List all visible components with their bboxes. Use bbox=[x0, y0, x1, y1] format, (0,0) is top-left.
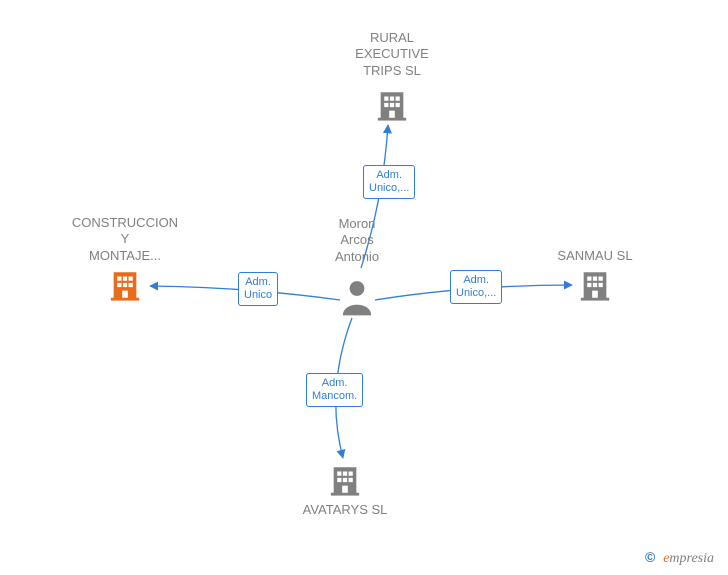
building-icon bbox=[328, 484, 362, 501]
building-icon bbox=[108, 289, 142, 306]
company-label-construccion: CONSTRUCCION Y MONTAJE... bbox=[55, 215, 195, 264]
edge-label-construccion: Adm. Unico bbox=[238, 272, 278, 306]
building-icon bbox=[375, 109, 409, 126]
footer-brand: © empresia bbox=[645, 549, 714, 567]
center-node-label: Moron Arcos Antonio bbox=[324, 216, 390, 265]
center-node-person[interactable]: Moron Arcos Antonio bbox=[340, 278, 374, 321]
edge-label-avatarys: Adm. Mancom. bbox=[306, 373, 363, 407]
company-node-sanmau[interactable] bbox=[578, 268, 612, 307]
company-node-avatarys[interactable] bbox=[328, 463, 362, 502]
edge-label-rural: Adm. Unico,... bbox=[363, 165, 415, 199]
company-label-rural: RURAL EXECUTIVE TRIPS SL bbox=[322, 30, 462, 79]
edge-label-sanmau: Adm. Unico,... bbox=[450, 270, 502, 304]
copyright-icon: © bbox=[645, 549, 655, 565]
company-node-construccion[interactable] bbox=[108, 268, 142, 307]
company-label-sanmau: SANMAU SL bbox=[525, 248, 665, 264]
building-icon bbox=[578, 289, 612, 306]
brand-rest: mpresia bbox=[669, 551, 714, 566]
diagram-canvas: Moron Arcos Antonio RURAL EXECUTIVE TRIP… bbox=[0, 0, 728, 575]
company-node-rural[interactable] bbox=[375, 88, 409, 127]
company-label-avatarys: AVATARYS SL bbox=[275, 502, 415, 518]
person-icon bbox=[340, 278, 374, 316]
